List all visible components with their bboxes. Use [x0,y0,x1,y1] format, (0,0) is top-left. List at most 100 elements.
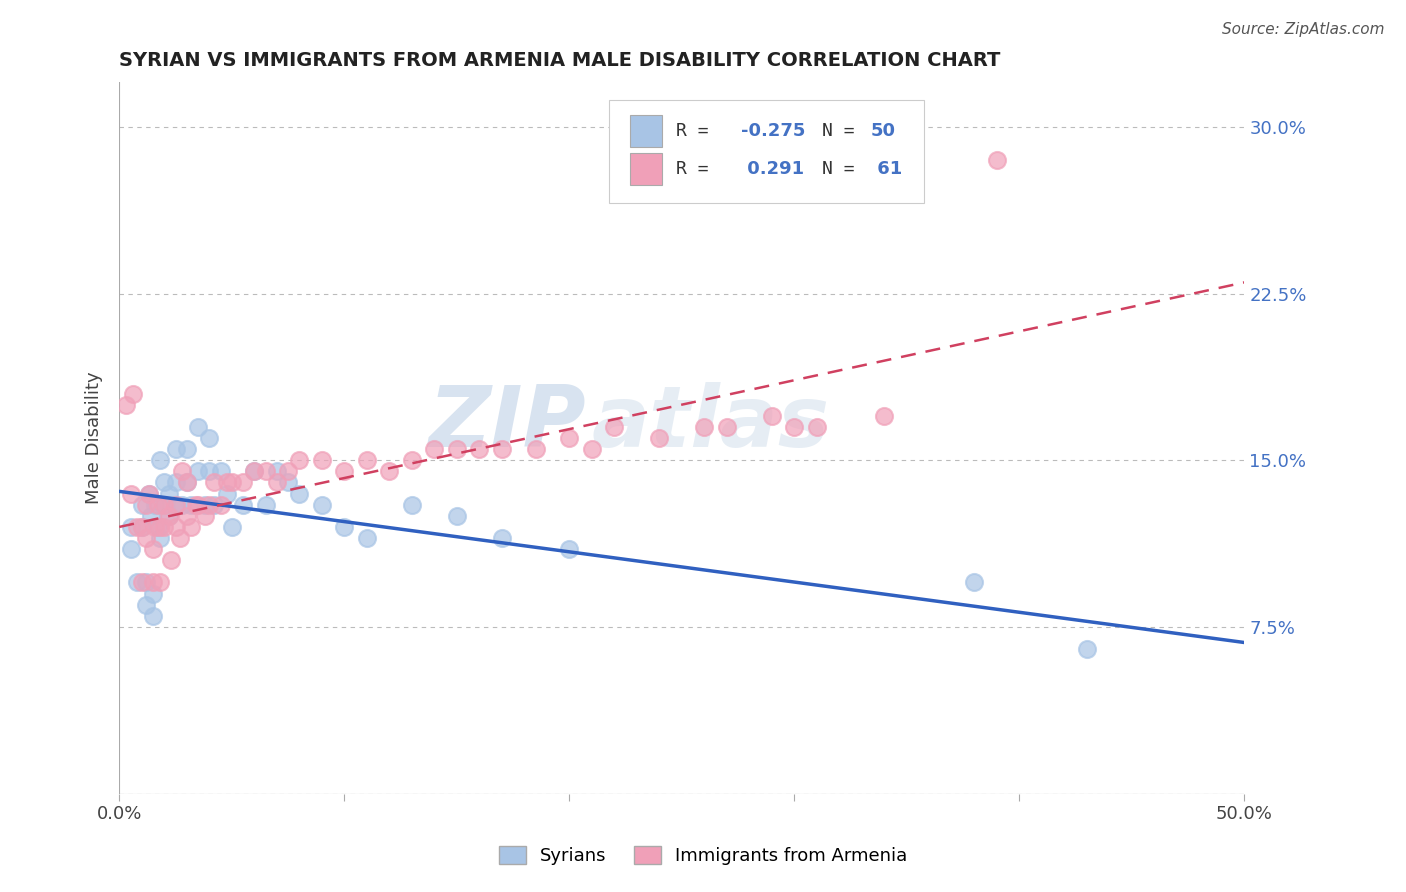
Point [143,498,166,512]
Point [165,475,187,490]
Point [277,464,299,478]
Point [138,486,160,500]
Point [202,498,225,512]
Point [558,542,581,557]
Point [184,498,207,512]
Point [202,475,225,490]
Point [254,498,277,512]
Point [311,498,333,512]
Point [139,508,162,523]
Point [963,575,986,590]
Point [217,475,239,490]
Point [153,475,176,490]
Point [221,520,243,534]
Point [157,508,180,523]
Point [423,442,446,457]
Text: SYRIAN VS IMMIGRANTS FROM ARMENIA MALE DISABILITY CORRELATION CHART: SYRIAN VS IMMIGRANTS FROM ARMENIA MALE D… [120,51,1001,70]
Point [120,542,142,557]
Point [153,498,176,512]
Point [277,475,299,490]
Point [581,442,603,457]
Point [232,475,254,490]
Point [142,575,165,590]
Point [169,531,191,545]
Point [165,498,187,512]
Point [146,498,169,512]
Point [165,520,187,534]
Point [176,475,198,490]
Point [198,464,221,478]
Point [149,531,172,545]
Point [217,486,239,500]
Point [180,520,202,534]
Point [356,531,378,545]
Point [491,531,513,545]
Point [524,442,547,457]
Point [180,498,202,512]
Point [120,520,142,534]
Point [172,498,194,512]
Point [254,464,277,478]
Text: 61: 61 [870,161,903,178]
Point [149,453,172,467]
Point [1076,642,1098,657]
Point [153,520,176,534]
Point [176,508,198,523]
Point [121,386,143,401]
Point [446,442,468,457]
Point [401,498,423,512]
Point [187,420,209,434]
Text: 50: 50 [870,121,896,140]
Point [716,420,738,434]
Text: ZIP: ZIP [429,383,586,466]
Point [648,431,671,445]
Point [135,575,157,590]
Point [143,520,166,534]
Point [468,442,491,457]
Point [761,409,783,423]
Point [333,520,356,534]
Point [194,498,217,512]
Point [153,498,176,512]
Bar [630,115,662,146]
Point [135,531,157,545]
Point [806,420,828,434]
Point [187,498,209,512]
Point [288,453,311,467]
Point [873,409,896,423]
Text: N =: N = [823,121,855,140]
Point [491,442,513,457]
Point [243,464,266,478]
Point [157,508,180,523]
Text: R =: R = [676,121,720,140]
Point [693,420,716,434]
Point [198,498,221,512]
Point [603,420,626,434]
Point [176,442,198,457]
Y-axis label: Male Disability: Male Disability [86,372,103,504]
Point [266,464,288,478]
Text: Source: ZipAtlas.com: Source: ZipAtlas.com [1222,22,1385,37]
Point [138,486,160,500]
Point [446,508,468,523]
Point [131,575,153,590]
Point [176,475,198,490]
Point [311,453,333,467]
Point [356,453,378,467]
Point [131,520,153,534]
Point [160,553,183,567]
Point [131,498,153,512]
Bar [630,153,662,186]
Text: N =: N = [823,161,855,178]
Point [127,575,149,590]
Point [783,420,806,434]
Point [187,464,209,478]
Point [288,486,311,500]
Point [243,464,266,478]
Point [172,464,194,478]
Point [149,575,172,590]
Point [135,498,157,512]
Point [135,598,157,612]
Point [142,608,165,623]
Point [146,520,169,534]
